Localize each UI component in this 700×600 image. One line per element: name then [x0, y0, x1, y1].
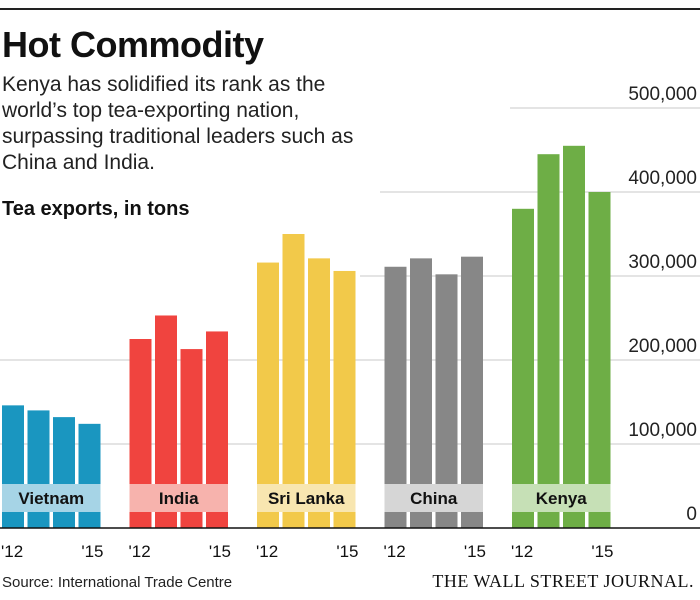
group-label: Vietnam	[18, 489, 84, 508]
bar-sri-lanka-2012	[257, 262, 279, 528]
bar-india-2013	[155, 315, 177, 528]
bar-kenya-2015	[588, 192, 611, 528]
source-note: Source: International Trade Centre	[2, 574, 233, 591]
y-tick-label: 400,000	[628, 168, 697, 189]
x-tick-label: '12	[256, 542, 278, 560]
group-label-band	[384, 484, 483, 512]
publisher-logo: THE WALL STREET JOURNAL.	[432, 571, 694, 591]
group-label: Sri Lanka	[268, 489, 345, 508]
bar-china-2012	[384, 266, 407, 528]
bar-india-2012	[129, 339, 152, 528]
x-tick-label: '15	[209, 542, 231, 560]
bar-india-2015	[206, 331, 228, 528]
x-tick-label: '12	[384, 542, 406, 560]
y-tick-label: 200,000	[628, 336, 697, 357]
bar-vietnam-2015	[78, 423, 101, 528]
y-tick-label: 100,000	[628, 420, 697, 441]
chart-subtitle: Kenya has solidified its rank as the wor…	[2, 73, 354, 174]
x-tick-label: '12	[1, 542, 23, 560]
x-tick-label: '12	[511, 542, 533, 560]
group-label-band	[257, 484, 356, 512]
x-tick-label: '15	[81, 542, 103, 560]
x-tick-label: '15	[464, 542, 486, 560]
x-tick-label: '12	[129, 542, 151, 560]
bar-china-2015	[461, 256, 483, 528]
group-label: India	[159, 489, 199, 508]
units-label: Tea exports, in tons	[2, 198, 190, 220]
bar-kenya-2013	[537, 154, 560, 528]
top-rule	[0, 8, 700, 10]
group-label-band	[2, 484, 101, 512]
bar-kenya-2014	[563, 145, 585, 529]
bar-sri-lanka-2015	[333, 270, 356, 528]
x-tick-label: '15	[336, 542, 358, 560]
y-tick-label: 300,000	[628, 252, 697, 273]
x-tick-label: '15	[591, 542, 613, 560]
y-tick-label: 500,000	[628, 84, 697, 105]
bar-sri-lanka-2014	[308, 258, 330, 528]
group-label-band	[129, 484, 228, 512]
bar-sri-lanka-2013	[282, 234, 305, 528]
bar-kenya-2012	[512, 208, 534, 529]
bar-india-2014	[180, 349, 203, 528]
bar-china-2013	[410, 258, 432, 528]
chart-title: Hot Commodity	[2, 24, 264, 65]
group-label: Kenya	[536, 489, 588, 508]
tea-exports-chart: Vietnam '12 '15 India '12 '15 Sri Lanka '12 '15 C…	[0, 84, 700, 560]
bar-china-2014	[435, 274, 458, 528]
group-label-band	[512, 484, 611, 512]
y-tick-label: 0	[686, 504, 697, 525]
group-label: China	[410, 489, 458, 508]
